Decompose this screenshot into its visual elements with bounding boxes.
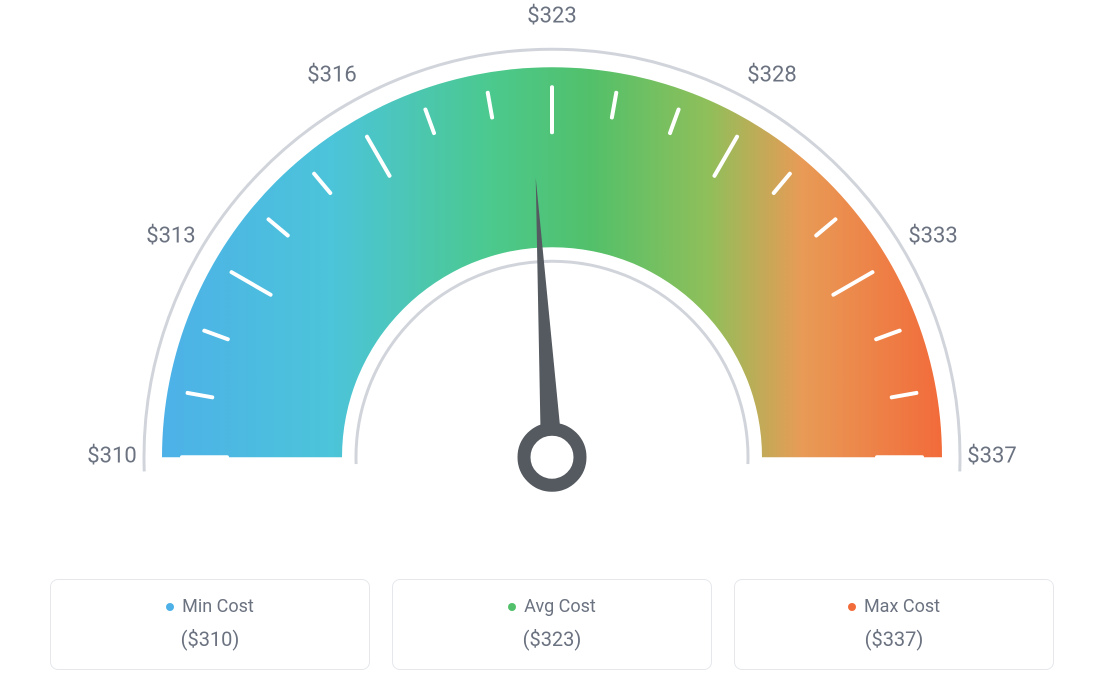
gauge-tick-label: $316 [307, 63, 356, 88]
gauge-needle-hub [524, 429, 580, 485]
gauge-tick-label: $323 [527, 4, 576, 29]
card-title: Avg Cost [524, 596, 596, 617]
gauge-chart: $310 $313 $316 $323 $328 $333 $337 [0, 0, 1104, 560]
card-value: ($337) [753, 627, 1035, 651]
gauge-tick-label: $313 [146, 224, 195, 249]
card-value: ($323) [411, 627, 693, 651]
card-title: Max Cost [864, 596, 940, 617]
avg-dot-icon [508, 603, 516, 611]
card-title-row: Max Cost [753, 596, 1035, 617]
gauge-tick-label: $337 [967, 444, 1016, 469]
max-dot-icon [848, 603, 856, 611]
gauge-tick-label: $333 [908, 224, 957, 249]
gauge-tick-label: $328 [747, 63, 796, 88]
cost-cards-row: Min Cost ($310) Avg Cost ($323) Max Cost ($33… [0, 579, 1104, 670]
card-title-row: Min Cost [69, 596, 351, 617]
min-dot-icon [166, 603, 174, 611]
cost-card-min: Min Cost ($310) [50, 579, 370, 670]
gauge-svg [82, 0, 1022, 597]
card-value: ($310) [69, 627, 351, 651]
cost-card-max: Max Cost ($337) [734, 579, 1054, 670]
cost-card-avg: Avg Cost ($323) [392, 579, 712, 670]
card-title: Min Cost [182, 596, 254, 617]
card-title-row: Avg Cost [411, 596, 693, 617]
gauge-tick-label: $310 [87, 444, 136, 469]
